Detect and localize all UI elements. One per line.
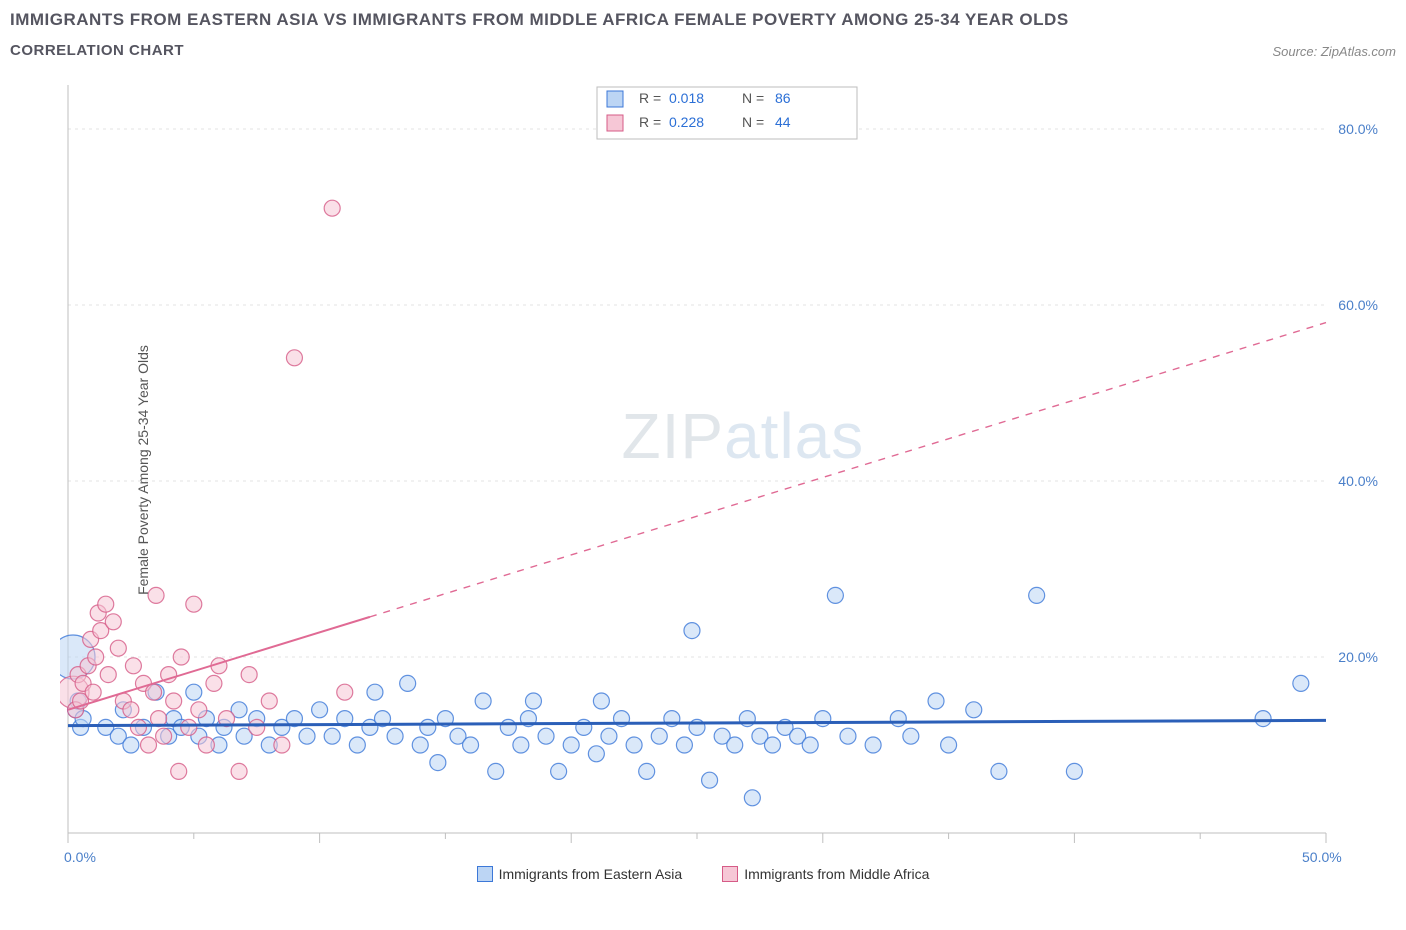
svg-text:40.0%: 40.0% — [1338, 473, 1378, 489]
svg-text:R =: R = — [639, 114, 661, 130]
source-credit: Source: ZipAtlas.com — [1272, 44, 1396, 59]
x-axis-max-label: 50.0% — [1302, 849, 1342, 865]
y-axis-label: Female Poverty Among 25-34 Year Olds — [135, 345, 151, 595]
svg-text:44: 44 — [775, 114, 791, 130]
x-axis-min-label: 0.0% — [64, 849, 96, 865]
correlation-chart: Female Poverty Among 25-34 Year Olds 20.… — [10, 77, 1396, 862]
legend-item: Immigrants from Eastern Asia — [477, 866, 683, 882]
svg-text:R =: R = — [639, 90, 661, 106]
svg-text:60.0%: 60.0% — [1338, 297, 1378, 313]
svg-text:0.228: 0.228 — [669, 114, 704, 130]
svg-text:80.0%: 80.0% — [1338, 121, 1378, 137]
svg-text:N =: N = — [742, 114, 764, 130]
page-subtitle: Correlation Chart — [10, 42, 1069, 59]
svg-text:N =: N = — [742, 90, 764, 106]
legend-swatch — [477, 866, 493, 882]
svg-text:86: 86 — [775, 90, 791, 106]
chart-svg: 20.0% 40.0% 60.0% 80.0% R = 0.018 N = 86 R = 0.22… — [60, 77, 1390, 857]
legend-label: Immigrants from Eastern Asia — [499, 866, 683, 882]
page-title: Immigrants from Eastern Asia vs Immigran… — [10, 10, 1069, 30]
legend-bottom: Immigrants from Eastern Asia Immigrants f… — [10, 866, 1396, 882]
legend-swatch — [722, 866, 738, 882]
svg-text:0.018: 0.018 — [669, 90, 704, 106]
legend-label: Immigrants from Middle Africa — [744, 866, 929, 882]
legend-item: Immigrants from Middle Africa — [722, 866, 929, 882]
svg-text:20.0%: 20.0% — [1338, 649, 1378, 665]
